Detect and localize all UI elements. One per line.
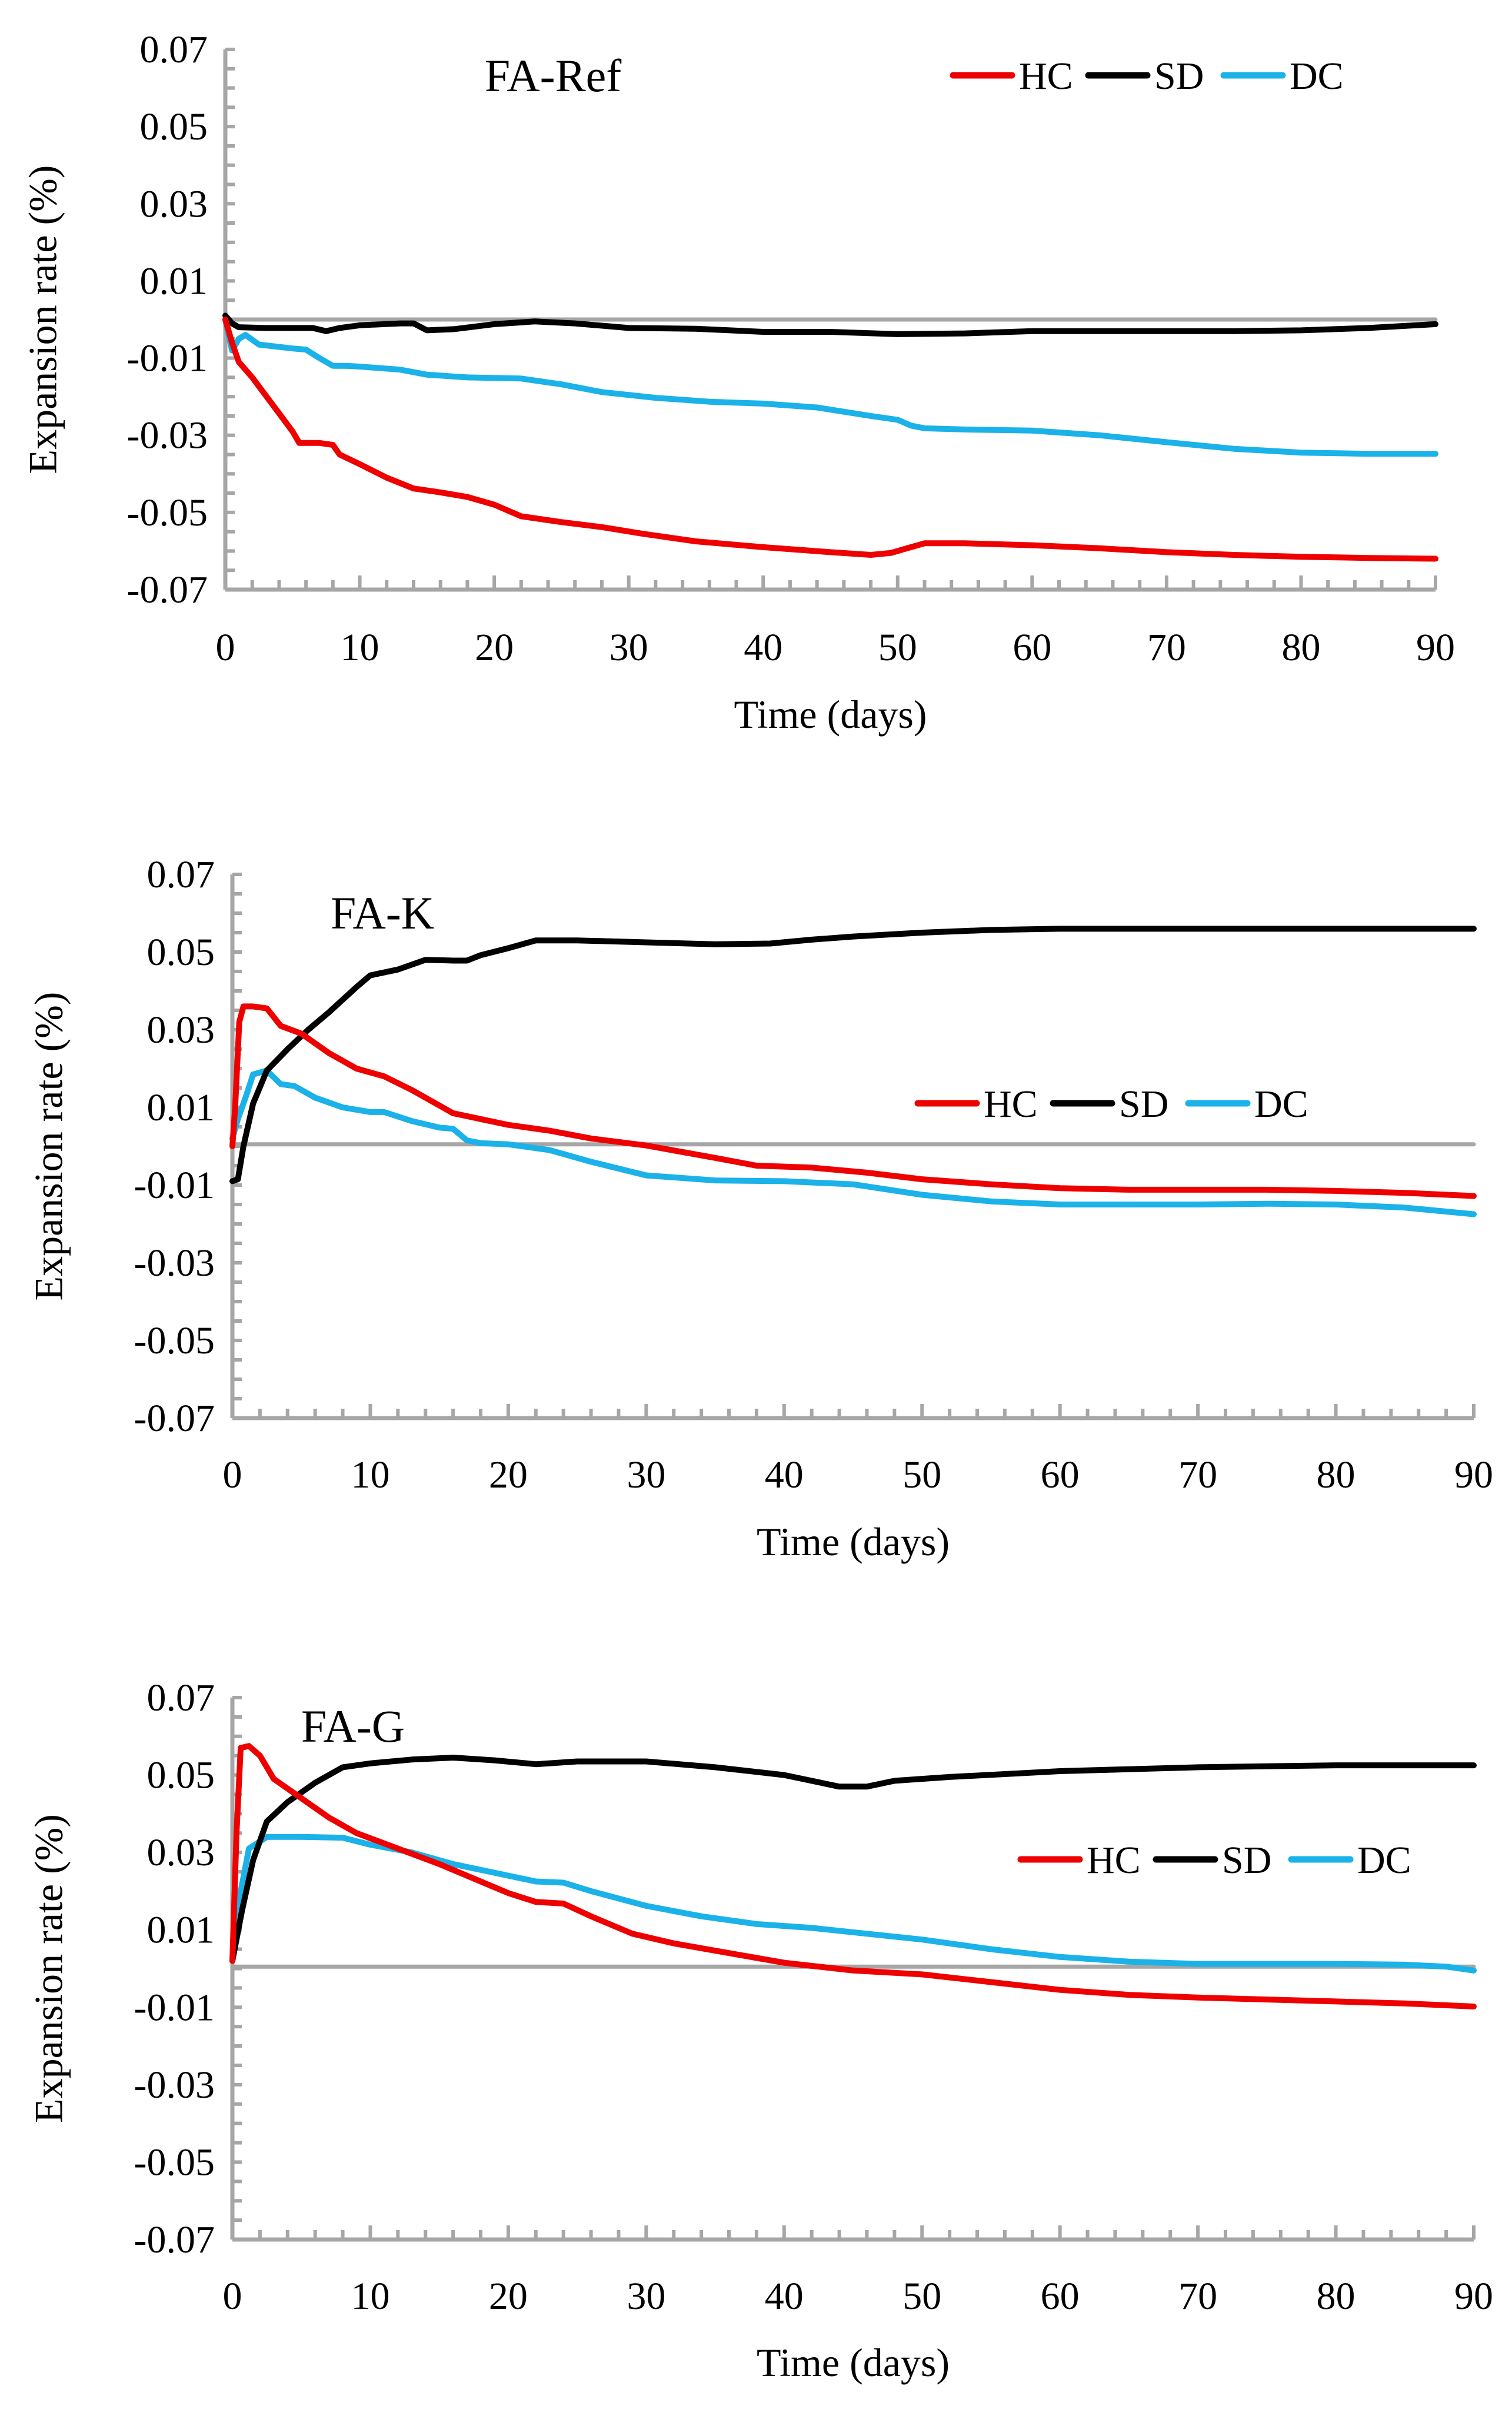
x-tick-label: 80 xyxy=(1317,1453,1356,1496)
panel-title: FA-K xyxy=(331,887,434,939)
y-axis-title: Expansion rate (%) xyxy=(26,1814,71,2123)
x-tick-label: 0 xyxy=(216,626,235,669)
legend-label-hc: HC xyxy=(1019,55,1073,98)
x-axis-title: Time (days) xyxy=(757,1519,950,1564)
y-tick-label: -0.03 xyxy=(127,414,208,457)
x-tick-label: 90 xyxy=(1416,626,1455,669)
legend: HC SD DC xyxy=(950,55,1344,98)
y-tick-label: 0.05 xyxy=(147,931,215,974)
y-tick-label: -0.05 xyxy=(134,1319,215,1362)
x-tick-label: 30 xyxy=(627,2275,665,2318)
x-tick-label: 90 xyxy=(1454,2275,1493,2318)
y-tick-label: -0.01 xyxy=(127,337,208,380)
y-tick-label: 0.01 xyxy=(140,259,208,302)
y-tick-label: 0.05 xyxy=(147,1754,215,1797)
series-line-sd xyxy=(229,1755,1477,1964)
legend-label-sd: SD xyxy=(1119,1083,1168,1126)
y-tick-label: -0.05 xyxy=(134,2141,215,2184)
x-tick-label: 40 xyxy=(744,626,782,669)
chart-panel-2: 0.07 0.05 0.03 0.01 -0.01 -0.03 -0.05 -0.070 10 2… xyxy=(26,853,1493,1564)
y-axis-title: Expansion rate (%) xyxy=(21,165,65,474)
x-tick-label: 0 xyxy=(223,2275,242,2318)
y-tick-label: -0.01 xyxy=(134,1986,215,2029)
x-tick-label: 90 xyxy=(1454,1453,1493,1496)
legend-label-dc: DC xyxy=(1357,1839,1411,1882)
x-tick-label: 20 xyxy=(489,2275,528,2318)
x-tick-label: 60 xyxy=(1013,626,1051,669)
panel-title: FA-Ref xyxy=(485,50,622,101)
x-tick-label: 70 xyxy=(1147,626,1186,669)
x-tick-label: 10 xyxy=(351,2275,389,2318)
legend: HC SD DC xyxy=(914,1083,1308,1126)
x-tick-label: 10 xyxy=(341,626,379,669)
y-tick-label: 0.03 xyxy=(147,1831,215,1874)
x-tick-label: 0 xyxy=(223,1453,242,1496)
x-tick-label: 10 xyxy=(351,1453,389,1496)
x-axis-title: Time (days) xyxy=(734,692,927,737)
series-line-dc xyxy=(229,1067,1477,1217)
x-tick-label: 40 xyxy=(765,2275,804,2318)
y-tick-label: 0.03 xyxy=(147,1009,215,1052)
x-tick-label: 70 xyxy=(1178,2275,1217,2318)
series-line-sd xyxy=(229,926,1477,1184)
legend: HC SD DC xyxy=(1017,1839,1411,1882)
y-tick-label: 0.07 xyxy=(140,28,208,71)
chart-panel-1: 0.07 0.05 0.03 0.01 -0.01 -0.03 -0.05 -0.070 10 2… xyxy=(21,28,1455,737)
y-tick-label: -0.03 xyxy=(134,2064,215,2107)
y-axis-title: Expansion rate (%) xyxy=(26,992,71,1301)
x-tick-label: 70 xyxy=(1178,1453,1217,1496)
x-tick-label: 60 xyxy=(1041,2275,1080,2318)
y-tick-label: -0.01 xyxy=(134,1164,215,1207)
series-line-sd xyxy=(222,312,1438,337)
y-tick-label: -0.07 xyxy=(127,568,208,611)
series-line-hc xyxy=(229,1743,1477,2009)
panel-title: FA-G xyxy=(301,1701,405,1752)
x-tick-label: 20 xyxy=(489,1453,528,1496)
legend-label-sd: SD xyxy=(1222,1839,1271,1882)
y-tick-label: -0.05 xyxy=(127,491,208,534)
x-tick-label: 50 xyxy=(902,2275,941,2318)
x-tick-label: 40 xyxy=(765,1453,804,1496)
y-tick-label: 0.01 xyxy=(147,1086,215,1129)
x-tick-label: 50 xyxy=(902,1453,941,1496)
x-tick-label: 30 xyxy=(610,626,648,669)
legend-label-dc: DC xyxy=(1290,55,1344,98)
y-tick-label: 0.03 xyxy=(140,182,208,225)
legend-label-hc: HC xyxy=(1087,1839,1141,1882)
series-line-dc xyxy=(222,317,1438,457)
legend-label-hc: HC xyxy=(984,1083,1038,1126)
series-line-dc xyxy=(229,1834,1477,1974)
series-line-hc xyxy=(229,1003,1477,1199)
y-tick-label: -0.03 xyxy=(134,1242,215,1285)
legend-label-dc: DC xyxy=(1254,1083,1308,1126)
x-axis-title: Time (days) xyxy=(757,2340,950,2385)
y-tick-label: 0.01 xyxy=(147,1909,215,1952)
y-tick-label: 0.05 xyxy=(140,105,208,148)
x-tick-label: 20 xyxy=(475,626,514,669)
series-line-hc xyxy=(222,317,1438,562)
y-tick-label: -0.07 xyxy=(134,2218,215,2261)
y-tick-label: 0.07 xyxy=(147,853,215,896)
y-tick-label: -0.07 xyxy=(134,1397,215,1440)
x-tick-label: 50 xyxy=(878,626,917,669)
x-tick-label: 60 xyxy=(1041,1453,1080,1496)
x-tick-label: 80 xyxy=(1281,626,1320,669)
x-tick-label: 80 xyxy=(1317,2275,1356,2318)
chart-panel-3: 0.07 0.05 0.03 0.01 -0.01 -0.03 -0.05 -0.070 10 2… xyxy=(26,1676,1493,2385)
y-tick-label: 0.07 xyxy=(147,1676,215,1719)
x-tick-label: 30 xyxy=(627,1453,665,1496)
legend-label-sd: SD xyxy=(1154,55,1204,98)
